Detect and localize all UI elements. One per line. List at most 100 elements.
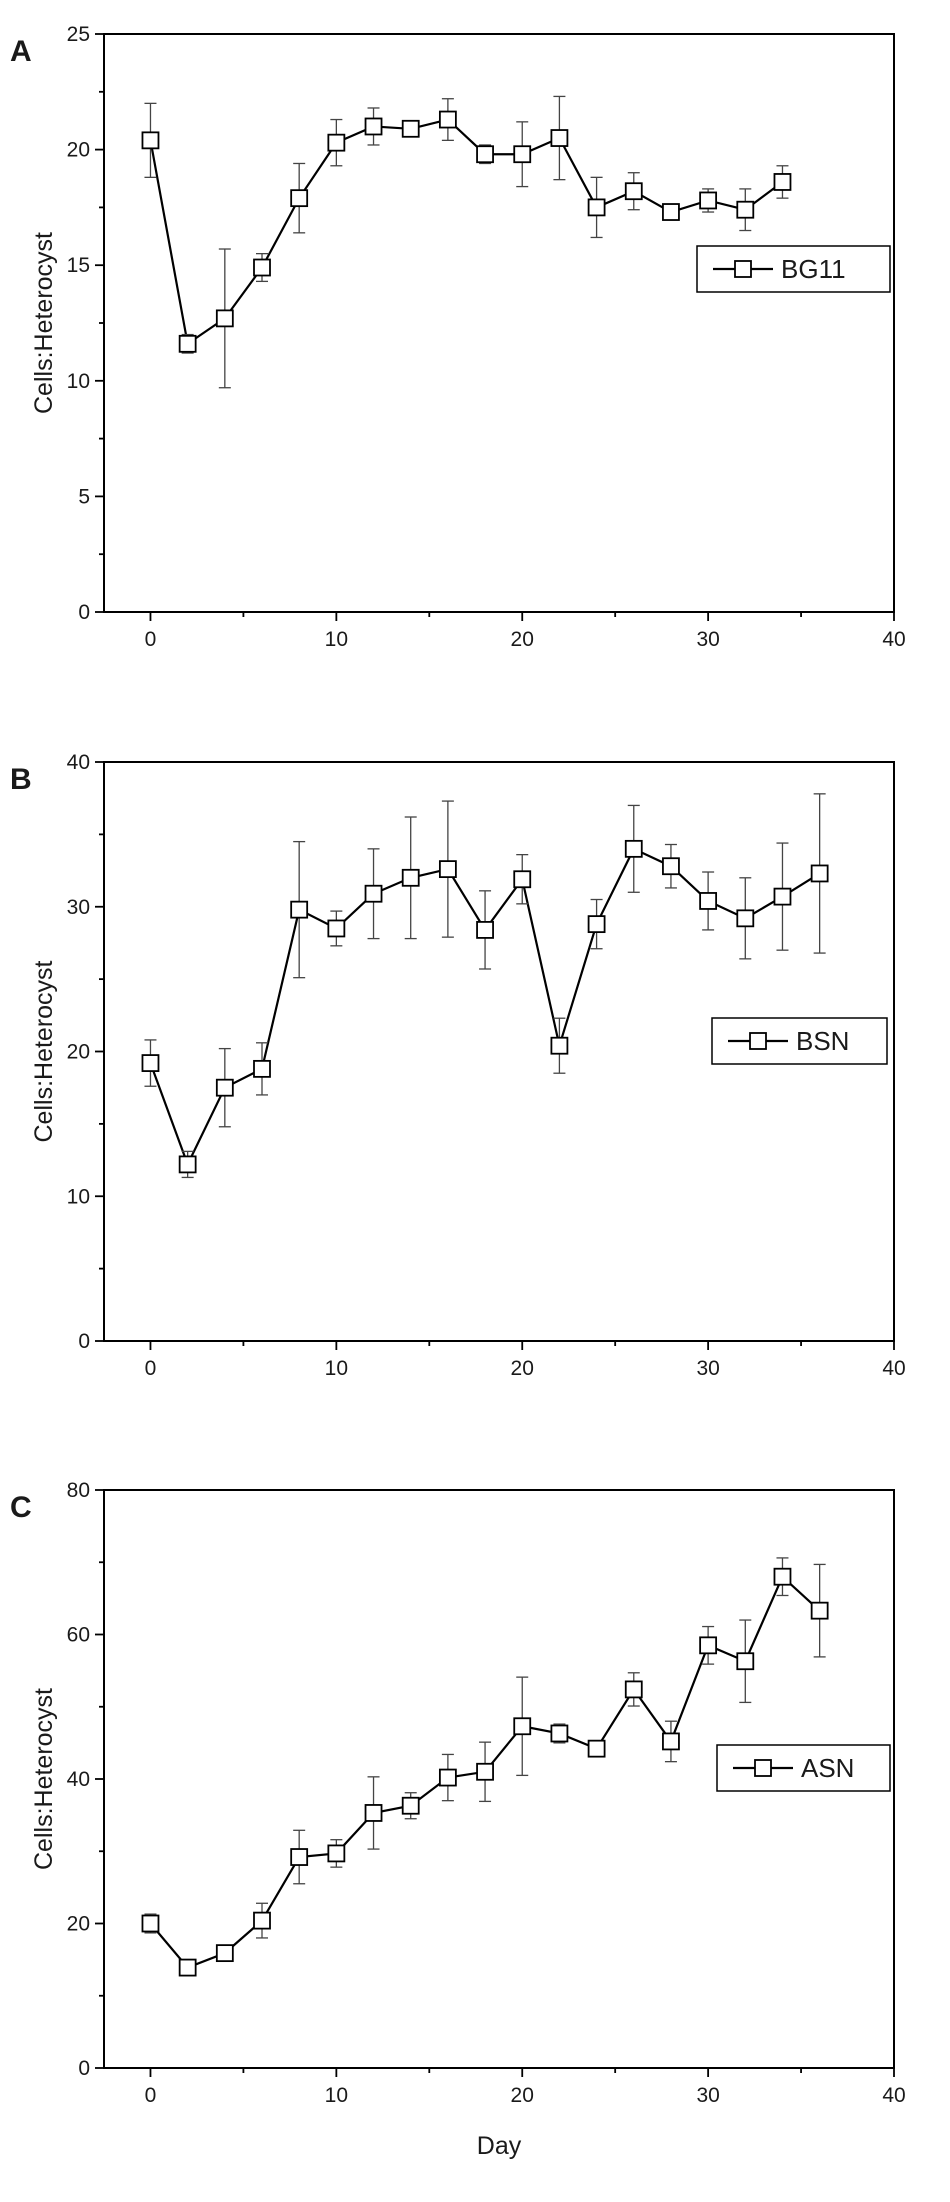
chart-panel-c: C 0 10 20 30 40 0 20 40 60 80 Cells:Heterocyst Day AS… — [10, 1479, 906, 2160]
data-point — [401, 868, 420, 887]
y-tick-label: 20 — [67, 1913, 90, 1936]
data-point — [662, 203, 680, 221]
y-tick-label: 25 — [67, 23, 90, 46]
legend-label: BSN — [796, 1026, 849, 1056]
data-point — [699, 892, 718, 910]
data-point — [401, 119, 420, 138]
data-point — [141, 1914, 160, 1933]
data-point — [401, 1796, 420, 1815]
data-point — [587, 1739, 606, 1758]
data-point — [476, 921, 494, 939]
x-tick-label: 10 — [325, 1357, 348, 1380]
data-point — [587, 198, 606, 217]
y-tick-label: 0 — [78, 601, 90, 624]
data-point — [513, 145, 532, 164]
data-point — [178, 1155, 197, 1174]
data-point — [178, 334, 197, 353]
x-tick-label: 20 — [511, 1357, 534, 1380]
y-tick-label: 40 — [67, 751, 90, 774]
data-point — [699, 191, 718, 210]
data-point — [736, 1652, 755, 1671]
data-point — [773, 173, 792, 191]
data-point — [773, 1567, 792, 1586]
data-point — [253, 1911, 271, 1930]
y-tick-label: 80 — [67, 1479, 90, 1502]
data-point — [215, 1078, 234, 1097]
x-tick-label: 40 — [882, 1357, 905, 1380]
data-point — [662, 1732, 680, 1751]
y-tick-label: 15 — [67, 254, 90, 277]
data-point — [364, 884, 383, 903]
data-point — [364, 117, 383, 136]
y-tick-label: 0 — [78, 1330, 90, 1353]
legend-marker — [754, 1759, 772, 1777]
data-point — [327, 133, 346, 152]
data-point — [327, 919, 346, 938]
data-point — [141, 131, 160, 150]
chart-panel-a: A 0 10 20 30 40 0 5 10 15 20 25 Cells:Heterocyst BG11 — [10, 23, 906, 651]
data-point — [550, 1724, 569, 1743]
data-point — [253, 258, 271, 277]
data-point — [624, 839, 643, 858]
x-axis-title: Day — [477, 2132, 522, 2160]
data-point — [550, 1036, 569, 1055]
x-tick-label: 10 — [325, 2084, 348, 2107]
data-point — [215, 1944, 234, 1963]
x-tick-label: 0 — [145, 2084, 157, 2107]
legend-label: ASN — [801, 1753, 854, 1783]
y-tick-label: 0 — [78, 2057, 90, 2080]
data-point — [513, 870, 532, 889]
legend: BG11 — [696, 245, 891, 293]
data-point — [253, 1059, 271, 1078]
legend-marker — [734, 260, 752, 278]
data-point — [550, 129, 569, 147]
data-point — [587, 915, 606, 934]
x-tick-label: 40 — [882, 2084, 905, 2107]
data-point — [476, 1762, 494, 1781]
data-point — [178, 1958, 197, 1977]
data-point — [364, 1804, 383, 1822]
data-point — [290, 900, 309, 919]
data-point — [810, 864, 829, 883]
y-tick-label: 10 — [67, 1185, 90, 1208]
x-tick-label: 30 — [696, 1357, 719, 1380]
y-tick-label: 10 — [67, 370, 90, 393]
x-tick-label: 30 — [696, 2084, 719, 2107]
legend: ASN — [716, 1744, 891, 1792]
y-tick-label: 40 — [67, 1768, 90, 1791]
chart-panel-b: B 0 10 20 30 40 0 10 20 30 40 Cells:Heterocyst BSN — [10, 751, 906, 1380]
data-point — [662, 857, 680, 876]
y-tick-label: 5 — [78, 485, 90, 508]
data-point — [438, 110, 457, 129]
data-point — [141, 1054, 160, 1072]
legend-label: BG11 — [781, 254, 846, 284]
y-tick-label: 20 — [67, 1041, 90, 1064]
data-point — [736, 200, 755, 219]
y-tick-label: 60 — [67, 1624, 90, 1647]
x-tick-label: 0 — [145, 628, 157, 651]
data-point — [773, 887, 792, 906]
x-tick-label: 40 — [882, 628, 905, 651]
data-point — [624, 182, 643, 201]
data-point — [476, 145, 494, 164]
x-tick-label: 0 — [145, 1357, 157, 1380]
y-axis-title: Cells:Heterocyst — [30, 232, 58, 414]
panel-letter: C — [10, 1491, 32, 1524]
data-point — [736, 909, 755, 928]
y-axis-title: Cells:Heterocyst — [30, 960, 58, 1142]
data-point — [215, 309, 234, 328]
y-tick-label: 20 — [67, 139, 90, 162]
data-point — [624, 1680, 643, 1699]
panel-letter: A — [10, 35, 32, 68]
data-point — [438, 1768, 457, 1787]
data-point — [810, 1601, 829, 1620]
series-line-bg11 — [149, 118, 784, 346]
legend: BSN — [711, 1017, 888, 1065]
data-point — [513, 1717, 532, 1736]
data-point — [699, 1636, 718, 1655]
x-tick-label: 20 — [511, 2084, 534, 2107]
data-point — [290, 1848, 309, 1866]
y-axis-title: Cells:Heterocyst — [30, 1688, 58, 1870]
data-point — [290, 189, 309, 208]
